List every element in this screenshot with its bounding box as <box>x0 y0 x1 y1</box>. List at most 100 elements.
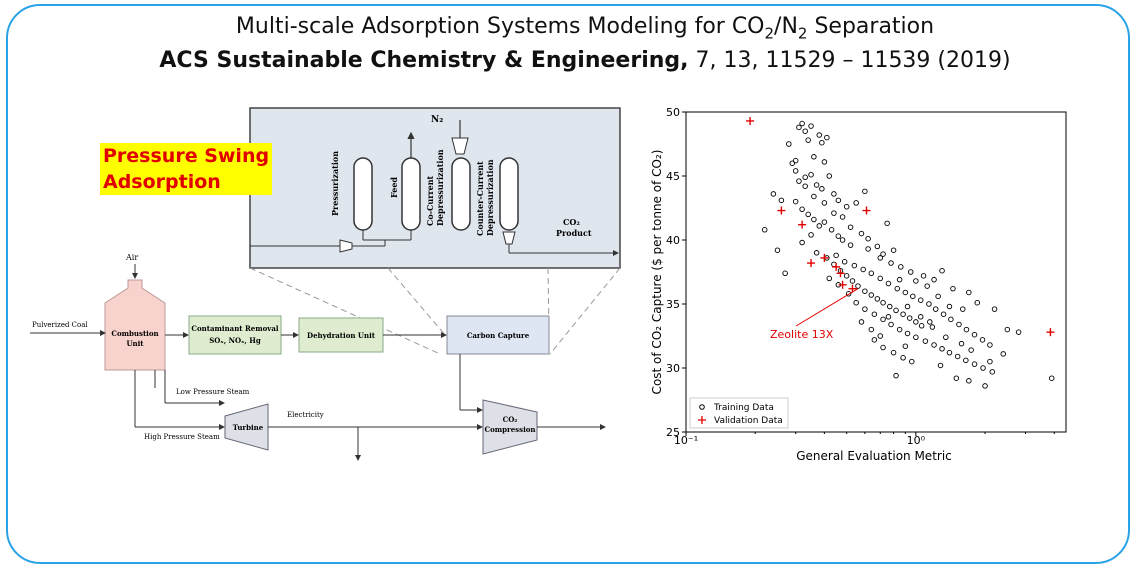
training-data-point <box>931 342 937 348</box>
training-data-point <box>802 128 808 134</box>
training-data-point <box>877 275 884 282</box>
training-data-point <box>862 188 868 195</box>
validation-data-point <box>848 284 857 293</box>
training-data-point <box>958 340 965 347</box>
plot-area <box>685 111 1067 433</box>
training-data-point <box>917 297 924 303</box>
process-flow-diagram: N₂ Pressurization Feed Co-CurrentDepress… <box>30 107 621 461</box>
column-counter-current <box>499 157 519 231</box>
training-data-point <box>819 186 825 192</box>
training-data-point <box>956 321 962 328</box>
training-data-point <box>843 273 850 279</box>
slide-title: Multi-scale Adsorption Systems Modeling … <box>235 14 935 43</box>
y-tick-label: 30 <box>666 362 680 375</box>
training-data-point <box>913 278 919 284</box>
training-data-point <box>871 311 878 317</box>
training-data-point <box>847 242 854 248</box>
training-data-point <box>816 223 823 229</box>
combustion-unit <box>104 279 166 371</box>
training-data-point <box>927 319 933 325</box>
validation-data-point <box>838 280 847 289</box>
training-data-point <box>880 299 886 306</box>
y-tick-label: 25 <box>666 426 680 439</box>
training-data-point <box>1004 326 1011 333</box>
validation-data-point <box>746 116 755 125</box>
training-data-point <box>805 137 811 143</box>
training-data-point <box>885 280 892 287</box>
training-data-point <box>888 260 894 266</box>
combustion-unit-label: Combustion Unit <box>111 329 158 348</box>
training-data-point <box>953 375 960 381</box>
validation-data-point <box>832 262 841 271</box>
contaminants-label: SOₓ, NOₓ, Hg <box>209 336 261 345</box>
air-label: Air <box>125 253 138 262</box>
training-data-point <box>966 378 972 384</box>
training-data-point <box>839 214 846 220</box>
training-data-point <box>963 357 969 364</box>
training-data-point <box>946 349 953 356</box>
training-data-point <box>884 220 890 227</box>
training-data-point <box>931 276 937 283</box>
training-data-point <box>874 296 881 302</box>
validation-data-point <box>807 259 816 268</box>
training-data-point <box>982 383 988 389</box>
training-data-point <box>799 120 805 127</box>
training-data-point <box>821 159 828 165</box>
training-data-point <box>833 252 839 259</box>
training-data-point <box>1015 329 1022 335</box>
training-data-point <box>1000 351 1006 357</box>
high-pressure-steam-label: High Pressure Steam <box>144 433 220 441</box>
step-feed: Feed <box>389 177 399 198</box>
training-data-point <box>1048 375 1055 381</box>
y-tick-label: 45 <box>666 170 680 183</box>
training-data-point <box>868 270 875 277</box>
training-data-point <box>845 291 852 297</box>
training-data-point <box>865 246 871 252</box>
training-data-point <box>862 306 868 312</box>
cost-vs-metric-scatter-chart: 25 30 35 40 45 50 10⁻¹ 10⁰ General Evaluation … <box>650 106 1067 463</box>
training-data-point <box>971 361 978 367</box>
y-tick-label: 40 <box>666 234 680 247</box>
pulverized-coal-label: Pulverized Coal <box>32 321 88 329</box>
validation-data-point <box>1046 328 1055 337</box>
training-data-point <box>943 334 949 341</box>
training-data-point <box>796 178 802 184</box>
training-data-point <box>902 343 909 349</box>
training-data-point <box>968 347 974 353</box>
contaminant-removal-label: Contaminant Removal <box>191 324 278 333</box>
training-data-point <box>796 124 802 131</box>
training-data-point <box>880 251 886 257</box>
training-data-point <box>939 346 945 352</box>
training-data-point <box>871 337 878 343</box>
y-tick-label: 50 <box>666 106 680 119</box>
training-data-point <box>991 306 998 312</box>
psa-highlight-line1: Pressure Swing <box>100 143 273 169</box>
training-data-point <box>980 365 986 371</box>
validation-data-point <box>777 206 786 215</box>
training-data-point <box>805 211 811 218</box>
training-data-point <box>826 173 833 179</box>
annotation-arrow <box>795 288 859 327</box>
training-data-point <box>913 334 919 341</box>
training-data-point <box>926 301 932 307</box>
training-data-point <box>877 255 884 261</box>
training-data-point <box>853 200 859 206</box>
product-label: Product <box>556 228 592 238</box>
training-data-point <box>799 206 805 213</box>
training-data-point <box>824 134 830 141</box>
vacuum-pump-icon <box>502 231 516 245</box>
training-data-point <box>761 227 768 233</box>
training-data-point <box>954 353 961 360</box>
step-co-current: Co-CurrentDepressurization <box>425 149 445 226</box>
x-axis-label: General Evaluation Metric <box>796 449 952 463</box>
training-data-point <box>847 224 854 230</box>
validation-data-point <box>862 206 871 215</box>
legend-training-marker <box>699 404 705 410</box>
training-data-point <box>987 342 993 348</box>
training-data-point <box>963 326 970 333</box>
column-co-current <box>451 157 471 231</box>
psa-highlight-label: Pressure Swing Adsorption <box>100 143 273 195</box>
training-data-point <box>894 285 901 292</box>
training-data-point <box>802 183 808 189</box>
training-data-point <box>843 203 850 210</box>
